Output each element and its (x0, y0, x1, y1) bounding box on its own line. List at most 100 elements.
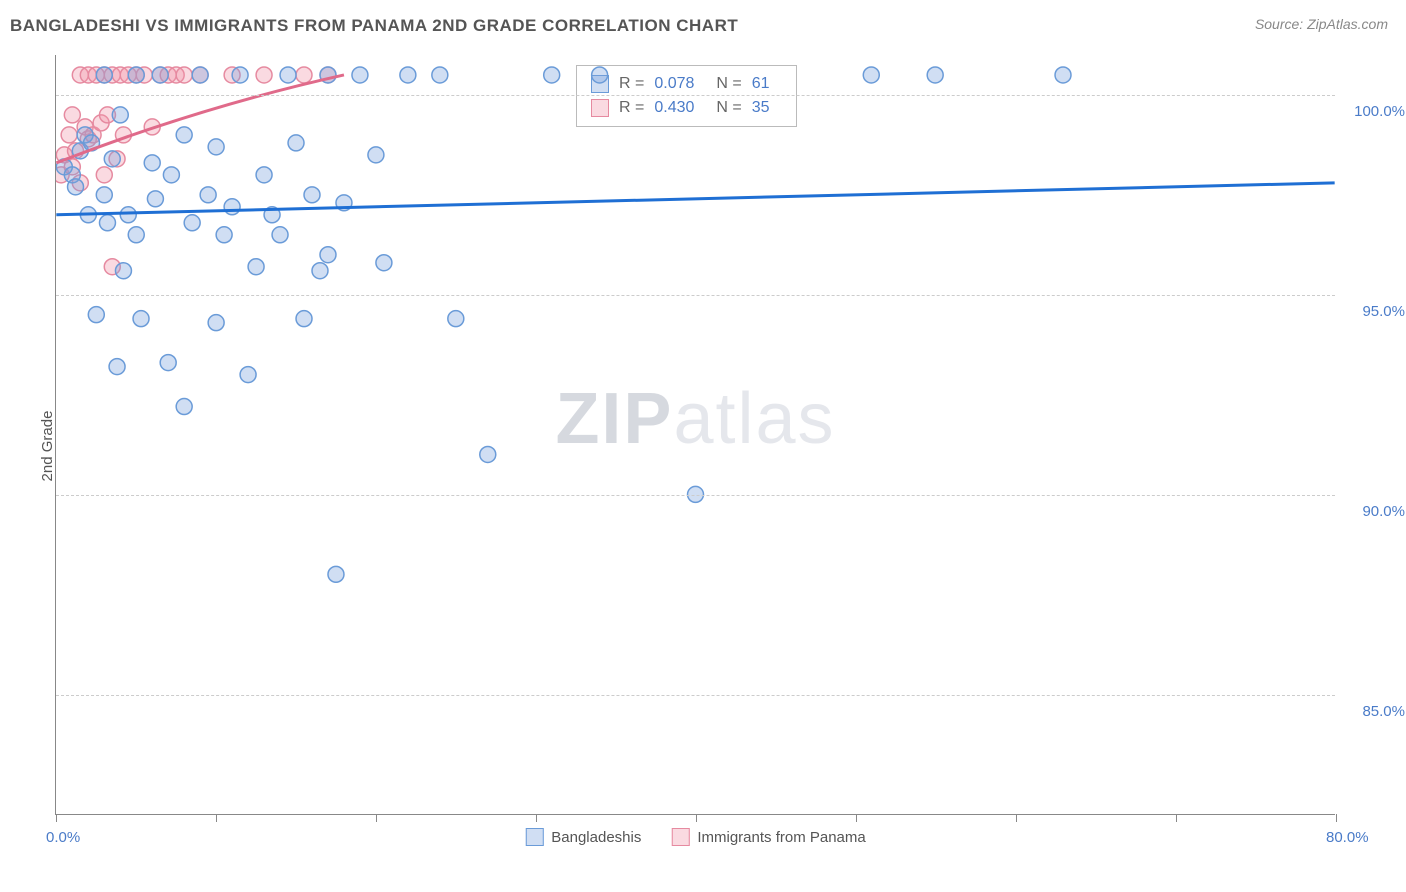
data-point (77, 127, 93, 143)
data-point (152, 67, 168, 83)
n-value-b: 35 (752, 96, 770, 120)
data-point (61, 127, 77, 143)
data-point (68, 143, 84, 159)
data-point (320, 67, 336, 83)
data-point (200, 187, 216, 203)
y-tick-label: 90.0% (1362, 503, 1405, 520)
data-point (927, 67, 943, 83)
source-attribution: Source: ZipAtlas.com (1255, 16, 1388, 32)
data-point (84, 135, 100, 151)
x-tick-label: 0.0% (46, 829, 80, 846)
data-point (256, 67, 272, 83)
data-point (224, 67, 240, 83)
data-point (352, 67, 368, 83)
data-point (272, 227, 288, 243)
data-point (320, 247, 336, 263)
data-point (80, 67, 96, 83)
data-point (72, 143, 88, 159)
stat-row-a: R = 0.078 N = 61 (591, 72, 782, 96)
x-tick (1016, 814, 1017, 822)
legend-label-a: Bangladeshis (551, 829, 641, 846)
watermark: ZIPatlas (555, 378, 835, 460)
data-point (93, 115, 109, 131)
gridline (56, 295, 1335, 296)
data-point (240, 367, 256, 383)
data-point (68, 179, 84, 195)
data-point (328, 566, 344, 582)
data-point (112, 107, 128, 123)
data-point (448, 311, 464, 327)
plot-area: ZIPatlas R = 0.078 N = 61 R = 0.430 N = … (55, 55, 1335, 815)
data-point (368, 147, 384, 163)
data-point (80, 207, 96, 223)
x-tick-label: 80.0% (1326, 829, 1369, 846)
data-point (72, 175, 88, 191)
data-point (176, 67, 192, 83)
x-tick (216, 814, 217, 822)
data-point (147, 191, 163, 207)
data-point (96, 67, 112, 83)
legend-label-b: Immigrants from Panama (697, 829, 865, 846)
data-point (85, 127, 101, 143)
data-point (256, 167, 272, 183)
data-point (56, 147, 72, 163)
data-point (133, 311, 149, 327)
data-point (115, 127, 131, 143)
data-point (248, 259, 264, 275)
x-tick (696, 814, 697, 822)
data-point (96, 67, 112, 83)
data-point (312, 263, 328, 279)
data-point (192, 67, 208, 83)
data-point (120, 207, 136, 223)
data-point (104, 151, 120, 167)
data-point (400, 67, 416, 83)
regression-line (56, 183, 1334, 215)
data-point (1055, 67, 1071, 83)
data-point (56, 159, 72, 175)
data-point (296, 311, 312, 327)
data-point (136, 67, 152, 83)
y-tick-label: 85.0% (1362, 703, 1405, 720)
data-point (208, 315, 224, 331)
data-point (120, 67, 136, 83)
data-point (432, 67, 448, 83)
data-point (544, 67, 560, 83)
correlation-stats-box: R = 0.078 N = 61 R = 0.430 N = 35 (576, 65, 797, 127)
data-point (128, 227, 144, 243)
data-point (99, 107, 115, 123)
data-point (72, 67, 88, 83)
x-tick (536, 814, 537, 822)
data-point (336, 195, 352, 211)
stat-row-b: R = 0.430 N = 35 (591, 96, 782, 120)
y-tick-label: 100.0% (1354, 103, 1405, 120)
data-point (64, 159, 80, 175)
data-point (128, 67, 144, 83)
data-point (216, 227, 232, 243)
data-point (304, 187, 320, 203)
data-point (152, 67, 168, 83)
x-tick (1176, 814, 1177, 822)
data-point (96, 187, 112, 203)
swatch-a-icon (591, 75, 609, 93)
data-point (480, 446, 496, 462)
gridline (56, 95, 1335, 96)
data-point (160, 67, 176, 83)
data-point (168, 67, 184, 83)
data-point (296, 67, 312, 83)
chart-title: BANGLADESHI VS IMMIGRANTS FROM PANAMA 2N… (10, 16, 738, 36)
data-point (104, 259, 120, 275)
data-point (232, 67, 248, 83)
legend-item-b: Immigrants from Panama (671, 828, 865, 846)
data-point (99, 215, 115, 231)
data-point (163, 167, 179, 183)
data-point (88, 307, 104, 323)
data-point (144, 119, 160, 135)
data-point (109, 151, 125, 167)
gridline (56, 495, 1335, 496)
data-point (115, 263, 131, 279)
data-point (224, 199, 240, 215)
legend-item-a: Bangladeshis (525, 828, 641, 846)
data-point (96, 167, 112, 183)
data-point (208, 139, 224, 155)
x-tick (1336, 814, 1337, 822)
